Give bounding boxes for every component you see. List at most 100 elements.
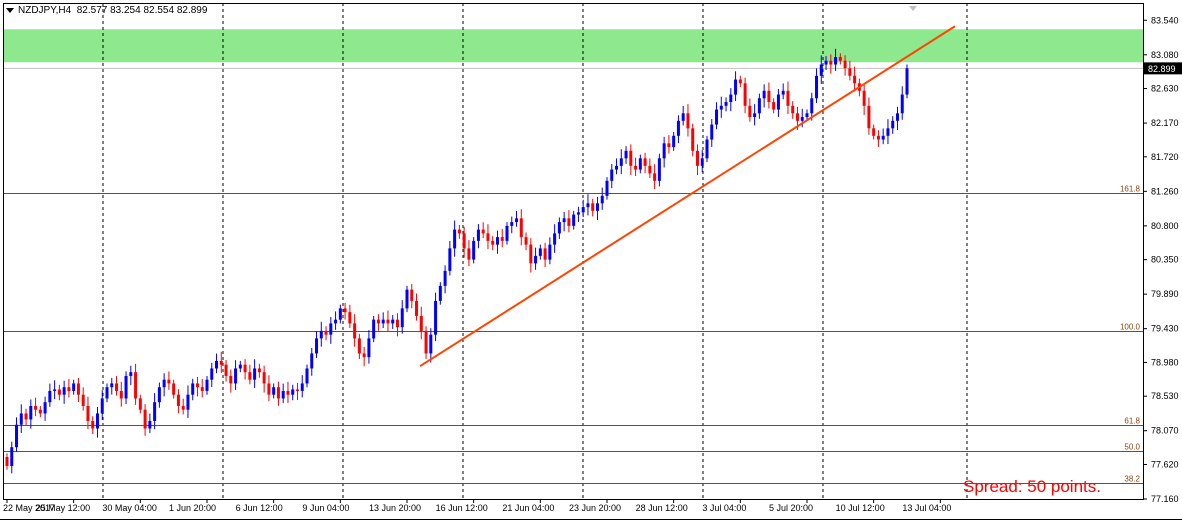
candle-body [29, 405, 33, 420]
candle-body [86, 405, 90, 421]
candle-body [272, 387, 276, 395]
candle-body [505, 225, 509, 241]
candle-body [500, 237, 504, 241]
candle-body [476, 229, 480, 241]
candle-body [305, 368, 309, 384]
fib-level-label: 161.8 [1120, 185, 1141, 194]
candle-body [62, 387, 66, 395]
x-tick-label: 1 Jun 20:00 [169, 503, 216, 513]
chart-header: NZDJPY,H4 82.577 83.254 82.554 82.899 [6, 5, 207, 16]
candle-body [481, 229, 485, 234]
candle-body [291, 389, 295, 395]
candle-body [600, 195, 604, 204]
x-tick-label: 10 Jul 12:00 [836, 503, 885, 513]
candle-body [119, 390, 123, 399]
candle-body [286, 390, 290, 395]
candle-body [72, 383, 76, 391]
candle-body [743, 83, 747, 106]
candle-body [676, 120, 680, 136]
candle-body [891, 120, 895, 129]
y-tick-label: 80.800 [1151, 221, 1179, 231]
candle-body [53, 389, 57, 391]
candle-body [267, 383, 271, 395]
candle-body [115, 383, 119, 391]
candle-body [643, 158, 647, 166]
candle-body [686, 113, 690, 129]
candle-body [395, 319, 399, 328]
candle-body [338, 308, 342, 320]
x-tick-label: 3 Jul 04:00 [702, 503, 746, 513]
candle-body [315, 338, 319, 354]
candle-body [81, 394, 85, 406]
candle-body [557, 222, 561, 234]
candle-body [519, 218, 523, 238]
candle-body [829, 60, 833, 65]
candle-body [415, 300, 419, 316]
candle-body [853, 75, 857, 84]
candle-body [38, 409, 42, 414]
candle-body [753, 113, 757, 118]
candle-body [410, 289, 414, 301]
candle-body [48, 390, 52, 403]
candle-body [191, 383, 195, 395]
x-tick-label: 16 Jun 12:00 [436, 503, 488, 513]
x-tick-label: 22 May 2017 [3, 503, 55, 513]
y-tick-label: 77.620 [1151, 459, 1179, 469]
candle-body [295, 389, 299, 391]
candle-body [391, 319, 395, 324]
candle-body [357, 338, 361, 354]
candle-body [510, 222, 514, 226]
y-tick-label: 81.260 [1151, 186, 1179, 196]
candle-body [605, 180, 609, 196]
current-price-tag-text: 82.899 [1148, 64, 1176, 74]
candle-body [653, 173, 657, 181]
candle-body [319, 330, 323, 339]
plot-frame [3, 3, 1144, 500]
candle-body [76, 383, 80, 395]
y-tick-label: 79.430 [1151, 324, 1179, 334]
candle-body [791, 105, 795, 114]
candle-body [467, 248, 471, 260]
candle-body [457, 229, 461, 234]
fib-level-label: 50.0 [1124, 443, 1140, 452]
candle-body [257, 368, 261, 373]
candle-body [491, 240, 495, 245]
x-tick-label: 28 Jun 12:00 [636, 503, 688, 513]
candle-body [472, 240, 476, 260]
candle-body [376, 319, 380, 324]
chart-shift-marker-icon [909, 6, 917, 11]
candle-body [562, 218, 566, 223]
candle-body [310, 353, 314, 369]
candle-body [657, 158, 661, 181]
x-tick-label: 6 Jun 12:00 [236, 503, 283, 513]
candle-body [162, 379, 166, 388]
candle-body [205, 379, 209, 391]
candle-body [781, 90, 785, 95]
candle-body [91, 420, 95, 429]
candle-body [24, 413, 28, 420]
candle-body [795, 113, 799, 121]
x-tick-label: 21 Jun 04:00 [502, 503, 554, 513]
fib-level-label: 38.2 [1124, 475, 1140, 484]
candle-body [553, 233, 557, 245]
x-tick-label: 30 May 04:00 [102, 503, 157, 513]
y-tick-label: 80.350 [1151, 255, 1179, 265]
candle-body [419, 315, 423, 331]
x-tick-label: 25 May 12:00 [36, 503, 91, 513]
candle-body [543, 248, 547, 260]
candle-body [800, 117, 804, 121]
candle-body [243, 364, 247, 373]
candle-body [405, 289, 409, 309]
fib-level-label: 100.0 [1120, 323, 1141, 332]
candle-body [400, 308, 404, 328]
candle-body [581, 207, 585, 213]
candle-body [538, 248, 542, 256]
candle-body [443, 270, 447, 286]
candle-body [134, 372, 138, 399]
candle-body [276, 387, 280, 399]
candle-body [824, 60, 828, 65]
chart-menu-icon[interactable] [6, 7, 14, 13]
candle-body [43, 402, 47, 414]
